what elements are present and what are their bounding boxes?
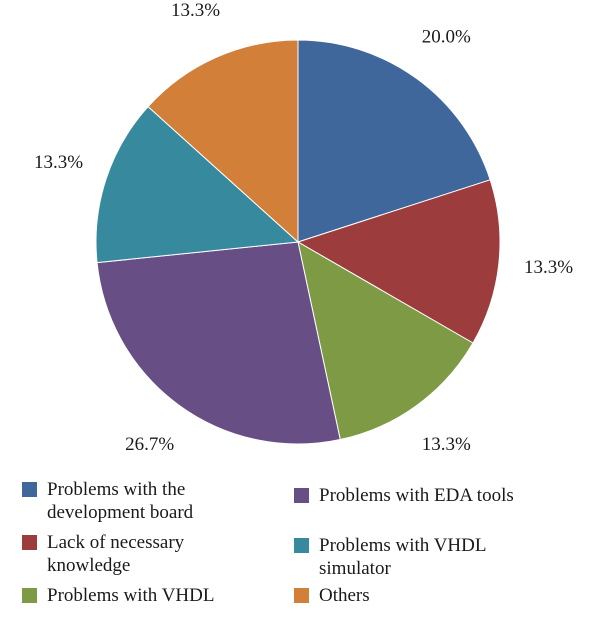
legend-item-eda-tools: Problems with EDA tools <box>294 484 514 507</box>
legend-label: Others <box>319 585 370 606</box>
legend-label: Problems with the development board <box>47 479 194 523</box>
pie-slice <box>296 179 501 344</box>
legend-swatch <box>294 538 309 553</box>
slice-value-label: 13.3% <box>34 152 83 173</box>
pie-slices <box>95 39 501 445</box>
slice-value-label: 13.3% <box>171 0 220 21</box>
pie-chart: 20.0% 13.3% 13.3% 26.7% 13.3% 13.3% <box>34 0 573 455</box>
legend-item-vhdl-simulator: Problems with VHDL simulator <box>294 534 486 580</box>
pie-value-labels: 20.0% 13.3% 13.3% 26.7% 13.3% 13.3% <box>34 0 573 455</box>
slice-value-label: 13.3% <box>524 257 573 278</box>
legend-swatch <box>294 588 309 603</box>
legend-label: Problems with EDA tools <box>319 485 514 506</box>
legend-item-knowledge: Lack of necessary knowledge <box>22 531 184 577</box>
pie-slice <box>297 241 474 441</box>
legend-label: Lack of necessary knowledge <box>47 532 185 576</box>
legend-item-others: Others <box>294 584 370 607</box>
slice-value-label: 13.3% <box>422 434 471 455</box>
legend-item-vhdl: Problems with VHDL <box>22 584 214 607</box>
legend-label: Problems with VHDL simulator <box>319 535 487 579</box>
legend-item-development-board: Problems with the development board <box>22 478 193 524</box>
legend-swatch <box>22 482 37 497</box>
pie-slice <box>147 39 299 244</box>
legend-label: Problems with VHDL <box>47 585 215 606</box>
legend: Problems with the development board Prob… <box>22 478 582 618</box>
pie-slice <box>297 39 491 243</box>
slice-value-label: 26.7% <box>125 434 174 455</box>
pie-slice <box>96 241 341 445</box>
legend-swatch <box>22 535 37 550</box>
slice-value-label: 20.0% <box>422 27 471 48</box>
legend-swatch <box>294 488 309 503</box>
pie-slice <box>95 105 300 264</box>
legend-swatch <box>22 588 37 603</box>
